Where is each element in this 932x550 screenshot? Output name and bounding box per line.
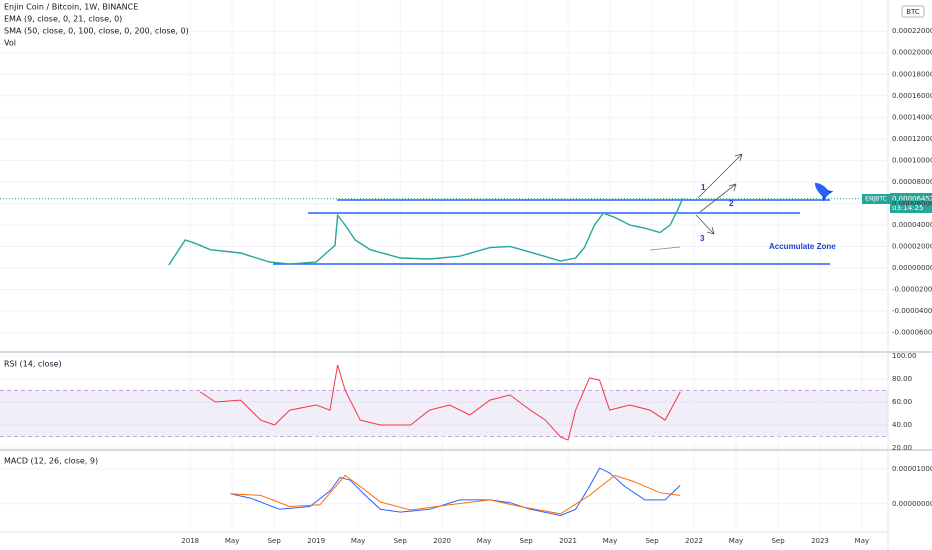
- y-tick-label: 80.00: [892, 375, 912, 383]
- y-tick-label: 0.00006000: [892, 199, 932, 207]
- currency-badge[interactable]: [901, 5, 925, 18]
- y-tick-label: 0.00010000: [892, 156, 932, 164]
- y-tick-label: 0.00012000: [892, 135, 932, 143]
- chart-title: Enjin Coin / Bitcoin, 1W, BINANCE: [4, 3, 138, 12]
- x-tick-label: Sep: [268, 537, 282, 545]
- x-tick-label: 2022: [685, 537, 703, 545]
- rocket-icon: [814, 182, 834, 202]
- x-tick-label: 2021: [559, 537, 577, 545]
- indicator-legend: Vol: [4, 39, 16, 48]
- x-tick-label: May: [225, 537, 239, 545]
- y-tick-label: 0.00016000: [892, 92, 932, 100]
- y-tick-label: 0.00000000: [892, 264, 932, 272]
- y-tick-label: 60.00: [892, 398, 912, 406]
- x-tick-label: May: [351, 537, 365, 545]
- y-tick-label: 0.00020000: [892, 49, 932, 57]
- symbol-tag: [862, 194, 890, 204]
- annotation: 1: [701, 183, 706, 192]
- currency: BTC: [906, 8, 920, 16]
- indicator-legend: SMA (50, close, 0, 100, close, 0, 200, c…: [4, 27, 189, 36]
- y-tick-label: -0.00004000: [892, 307, 932, 315]
- last-price-tag: [890, 193, 932, 213]
- x-tick-label: 2018: [181, 537, 199, 545]
- y-tick-label: 0.00018000: [892, 70, 932, 78]
- drawings: [273, 199, 830, 265]
- y-tick-label: 0.00008000: [892, 178, 932, 186]
- y-tick-label: 0.00004000: [892, 221, 932, 229]
- indicator-legend: EMA (9, close, 0, 21, close, 0): [4, 15, 122, 24]
- series-line: [230, 467, 681, 517]
- arrow: [697, 153, 743, 199]
- y-tick-label: 0.00000000: [892, 500, 932, 508]
- y-tick-label: 0.00002000: [892, 243, 932, 251]
- series-line: [230, 474, 681, 515]
- arrows: [649, 153, 743, 251]
- y-tick-label: 0.00014000: [892, 113, 932, 121]
- x-tick-label: 2019: [307, 537, 325, 545]
- rsi-band: [0, 390, 888, 437]
- marks: [168, 198, 684, 517]
- annotation: 2: [729, 199, 734, 208]
- y-tick-label: 100.00: [892, 352, 917, 360]
- grid: [0, 0, 888, 532]
- annotation: Accumulate Zone: [769, 242, 836, 251]
- arrow: [695, 214, 715, 235]
- x-tick-label: Sep: [645, 537, 659, 545]
- y-tick-label: 0.00001000: [892, 465, 932, 473]
- y-tick-label: 20.00: [892, 444, 912, 452]
- pane-title: MACD (12, 26, close, 9): [4, 457, 98, 466]
- x-tick-label: 2020: [433, 537, 451, 545]
- series-line: [168, 198, 684, 266]
- x-tick-label: May: [603, 537, 617, 545]
- x-tick-label: Sep: [771, 537, 785, 545]
- y-tick-label: 40.00: [892, 421, 912, 429]
- y-tick-label: 0.00022000: [892, 27, 932, 35]
- pane-title: RSI (14, close): [4, 360, 62, 369]
- series-line: [200, 364, 681, 441]
- y-tick-label: -0.00006000: [892, 329, 932, 337]
- x-tick-label: May: [729, 537, 743, 545]
- symbol: ENJBTC: [865, 196, 887, 203]
- countdown: 03:14:25: [892, 204, 923, 212]
- x-tick-label: Sep: [520, 537, 534, 545]
- last-price: 0.00006452: [892, 195, 932, 203]
- y-tick-label: -0.00002000: [892, 286, 932, 294]
- x-tick-label: May: [477, 537, 491, 545]
- annotation: 3: [700, 234, 705, 243]
- trend-line: [649, 246, 681, 251]
- x-tick-label: 2023: [811, 537, 829, 545]
- arrow: [699, 183, 737, 213]
- x-tick-label: May: [855, 537, 869, 545]
- x-tick-label: Sep: [394, 537, 408, 545]
